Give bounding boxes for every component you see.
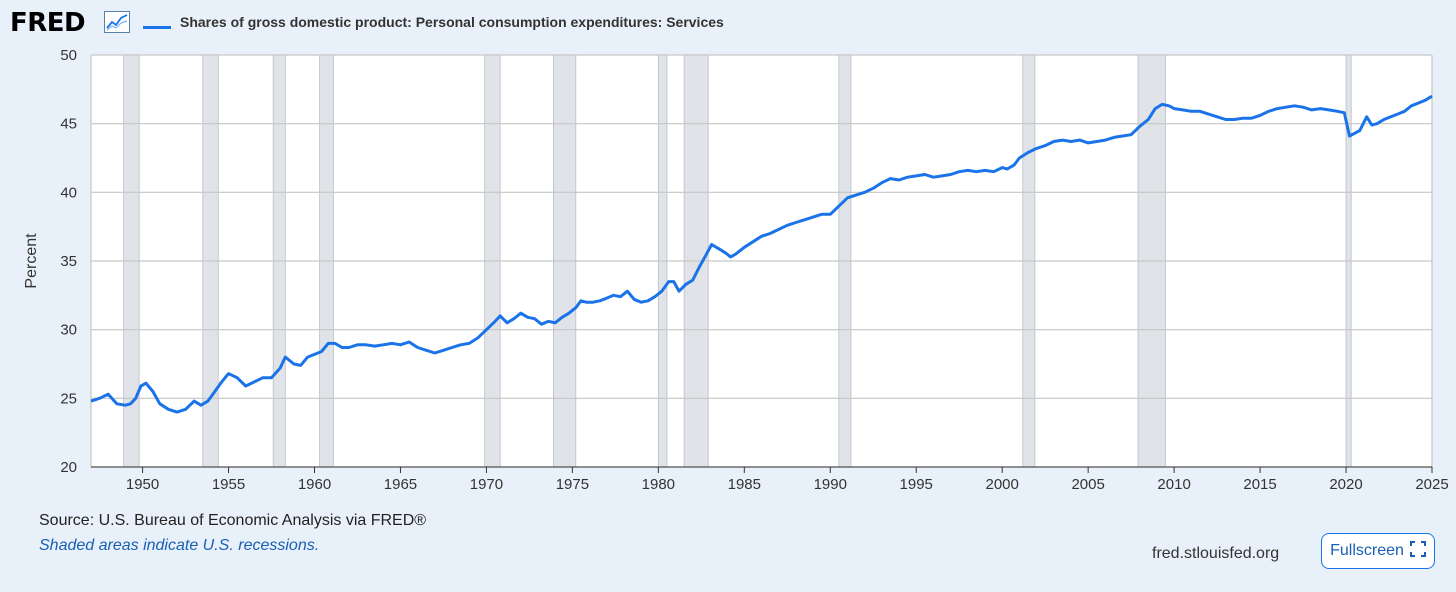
x-tick-label: 1970 bbox=[470, 476, 503, 493]
recession-note: Shaded areas indicate U.S. recessions. bbox=[39, 537, 320, 554]
chart-title: Shares of gross domestic product: Person… bbox=[180, 14, 724, 30]
y-axis-ticks: 20 25 30 35 40 45 50 bbox=[60, 47, 77, 476]
x-tick-label: 2005 bbox=[1071, 476, 1104, 493]
x-tick-label: 2015 bbox=[1243, 476, 1276, 493]
x-tick-label: 2020 bbox=[1329, 476, 1362, 493]
x-tick-label: 1950 bbox=[126, 476, 159, 493]
x-tick-label: 1980 bbox=[642, 476, 675, 493]
x-tick-label: 2000 bbox=[986, 476, 1019, 493]
x-tick-label: 1965 bbox=[384, 476, 417, 493]
x-tick-label: 1985 bbox=[728, 476, 761, 493]
x-tick-label: 1990 bbox=[814, 476, 847, 493]
y-axis-label: Percent bbox=[23, 233, 40, 289]
x-tick-label: 1995 bbox=[900, 476, 933, 493]
x-tick-label: 1960 bbox=[298, 476, 331, 493]
x-tick-label: 1955 bbox=[212, 476, 245, 493]
chart-header: FRED Shares of gross domestic product: P… bbox=[10, 6, 1010, 38]
y-tick-label: 50 bbox=[60, 47, 77, 64]
y-tick-label: 30 bbox=[60, 322, 77, 339]
source-text: Source: U.S. Bureau of Economic Analysis… bbox=[39, 512, 427, 529]
series-line bbox=[90, 94, 1433, 414]
fred-logo[interactable]: FRED bbox=[10, 8, 86, 38]
fullscreen-label: Fullscreen bbox=[1330, 542, 1404, 559]
x-tick-label: 1975 bbox=[556, 476, 589, 493]
y-tick-label: 20 bbox=[60, 459, 77, 476]
x-tick-label: 2025 bbox=[1415, 476, 1448, 493]
fullscreen-button[interactable]: Fullscreen bbox=[1321, 533, 1435, 569]
y-tick-label: 45 bbox=[60, 116, 77, 133]
legend-swatch bbox=[143, 26, 171, 29]
line-chart-icon bbox=[104, 11, 130, 38]
x-tick-label: 2010 bbox=[1157, 476, 1190, 493]
y-tick-label: 40 bbox=[60, 184, 77, 201]
site-link[interactable]: fred.stlouisfed.org bbox=[1152, 545, 1280, 562]
y-tick-label: 25 bbox=[60, 390, 77, 407]
fullscreen-icon bbox=[1409, 540, 1426, 562]
y-tick-label: 35 bbox=[60, 253, 77, 270]
x-axis-ticks: 1950 1955 1960 1965 1970 1975 1980 1985 1990 1995… bbox=[91, 466, 1449, 493]
